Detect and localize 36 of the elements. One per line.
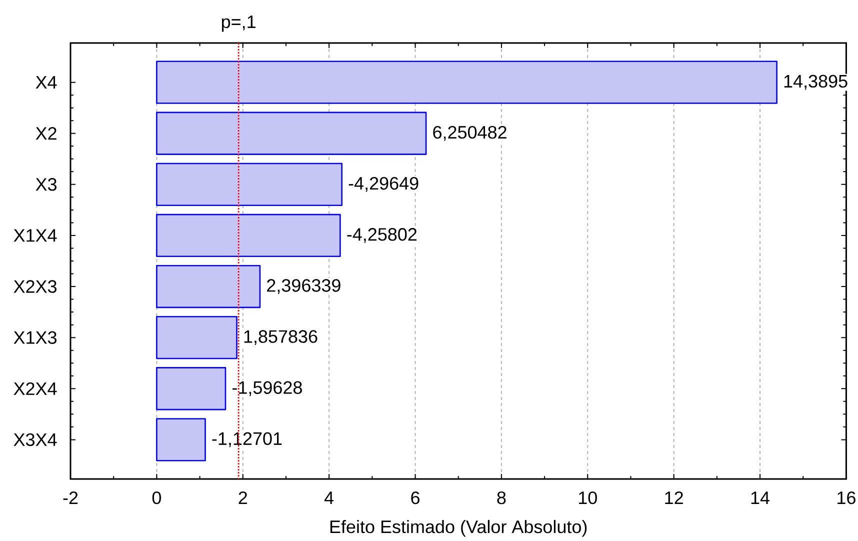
bar: [156, 214, 341, 258]
bar: [156, 112, 427, 155]
x-tick-label: 16: [838, 491, 856, 504]
x-tick-label: 8: [497, 491, 506, 504]
x-tick-label: 12: [665, 491, 683, 504]
x-tick-label: 0: [152, 491, 161, 504]
x-tick-label: 4: [324, 492, 334, 504]
x-tick-label: 10: [579, 491, 597, 504]
y-tick-label: X3: [36, 178, 57, 191]
data-label: 6,250482: [433, 126, 506, 141]
data-label: -4,29649: [348, 176, 418, 192]
x-axis-title: Efeito Estimado (Valor Absoluto): [330, 520, 587, 537]
bar: [156, 316, 238, 360]
bar: [156, 264, 261, 308]
data-label: -1,12701: [212, 432, 282, 448]
bar: [156, 60, 778, 104]
data-label: 1,857836: [244, 330, 318, 346]
y-tick-label: X2X4: [14, 382, 57, 395]
bar: [156, 162, 342, 206]
data-label: 14,3895: [784, 74, 848, 90]
data-label: -1,59628: [232, 381, 302, 396]
y-tick-label: X2X3: [14, 280, 57, 293]
bar: [156, 367, 226, 410]
y-tick-label: X1X3: [14, 331, 57, 344]
data-label: 2,396339: [267, 279, 340, 294]
data-label: -4,25802: [347, 228, 417, 243]
ref-line-label: p=,1: [222, 16, 256, 32]
x-tick-label: 14: [751, 492, 770, 504]
x-tick-label: 6: [411, 491, 420, 504]
y-tick-label: X4: [36, 76, 57, 89]
x-tick-label: 2: [238, 491, 247, 504]
x-tick-label: -2: [63, 491, 78, 504]
y-tick-label: X1X4: [14, 229, 57, 242]
y-tick-label: X3X4: [14, 433, 57, 446]
bar: [156, 418, 206, 462]
y-tick-label: X2: [36, 127, 56, 140]
